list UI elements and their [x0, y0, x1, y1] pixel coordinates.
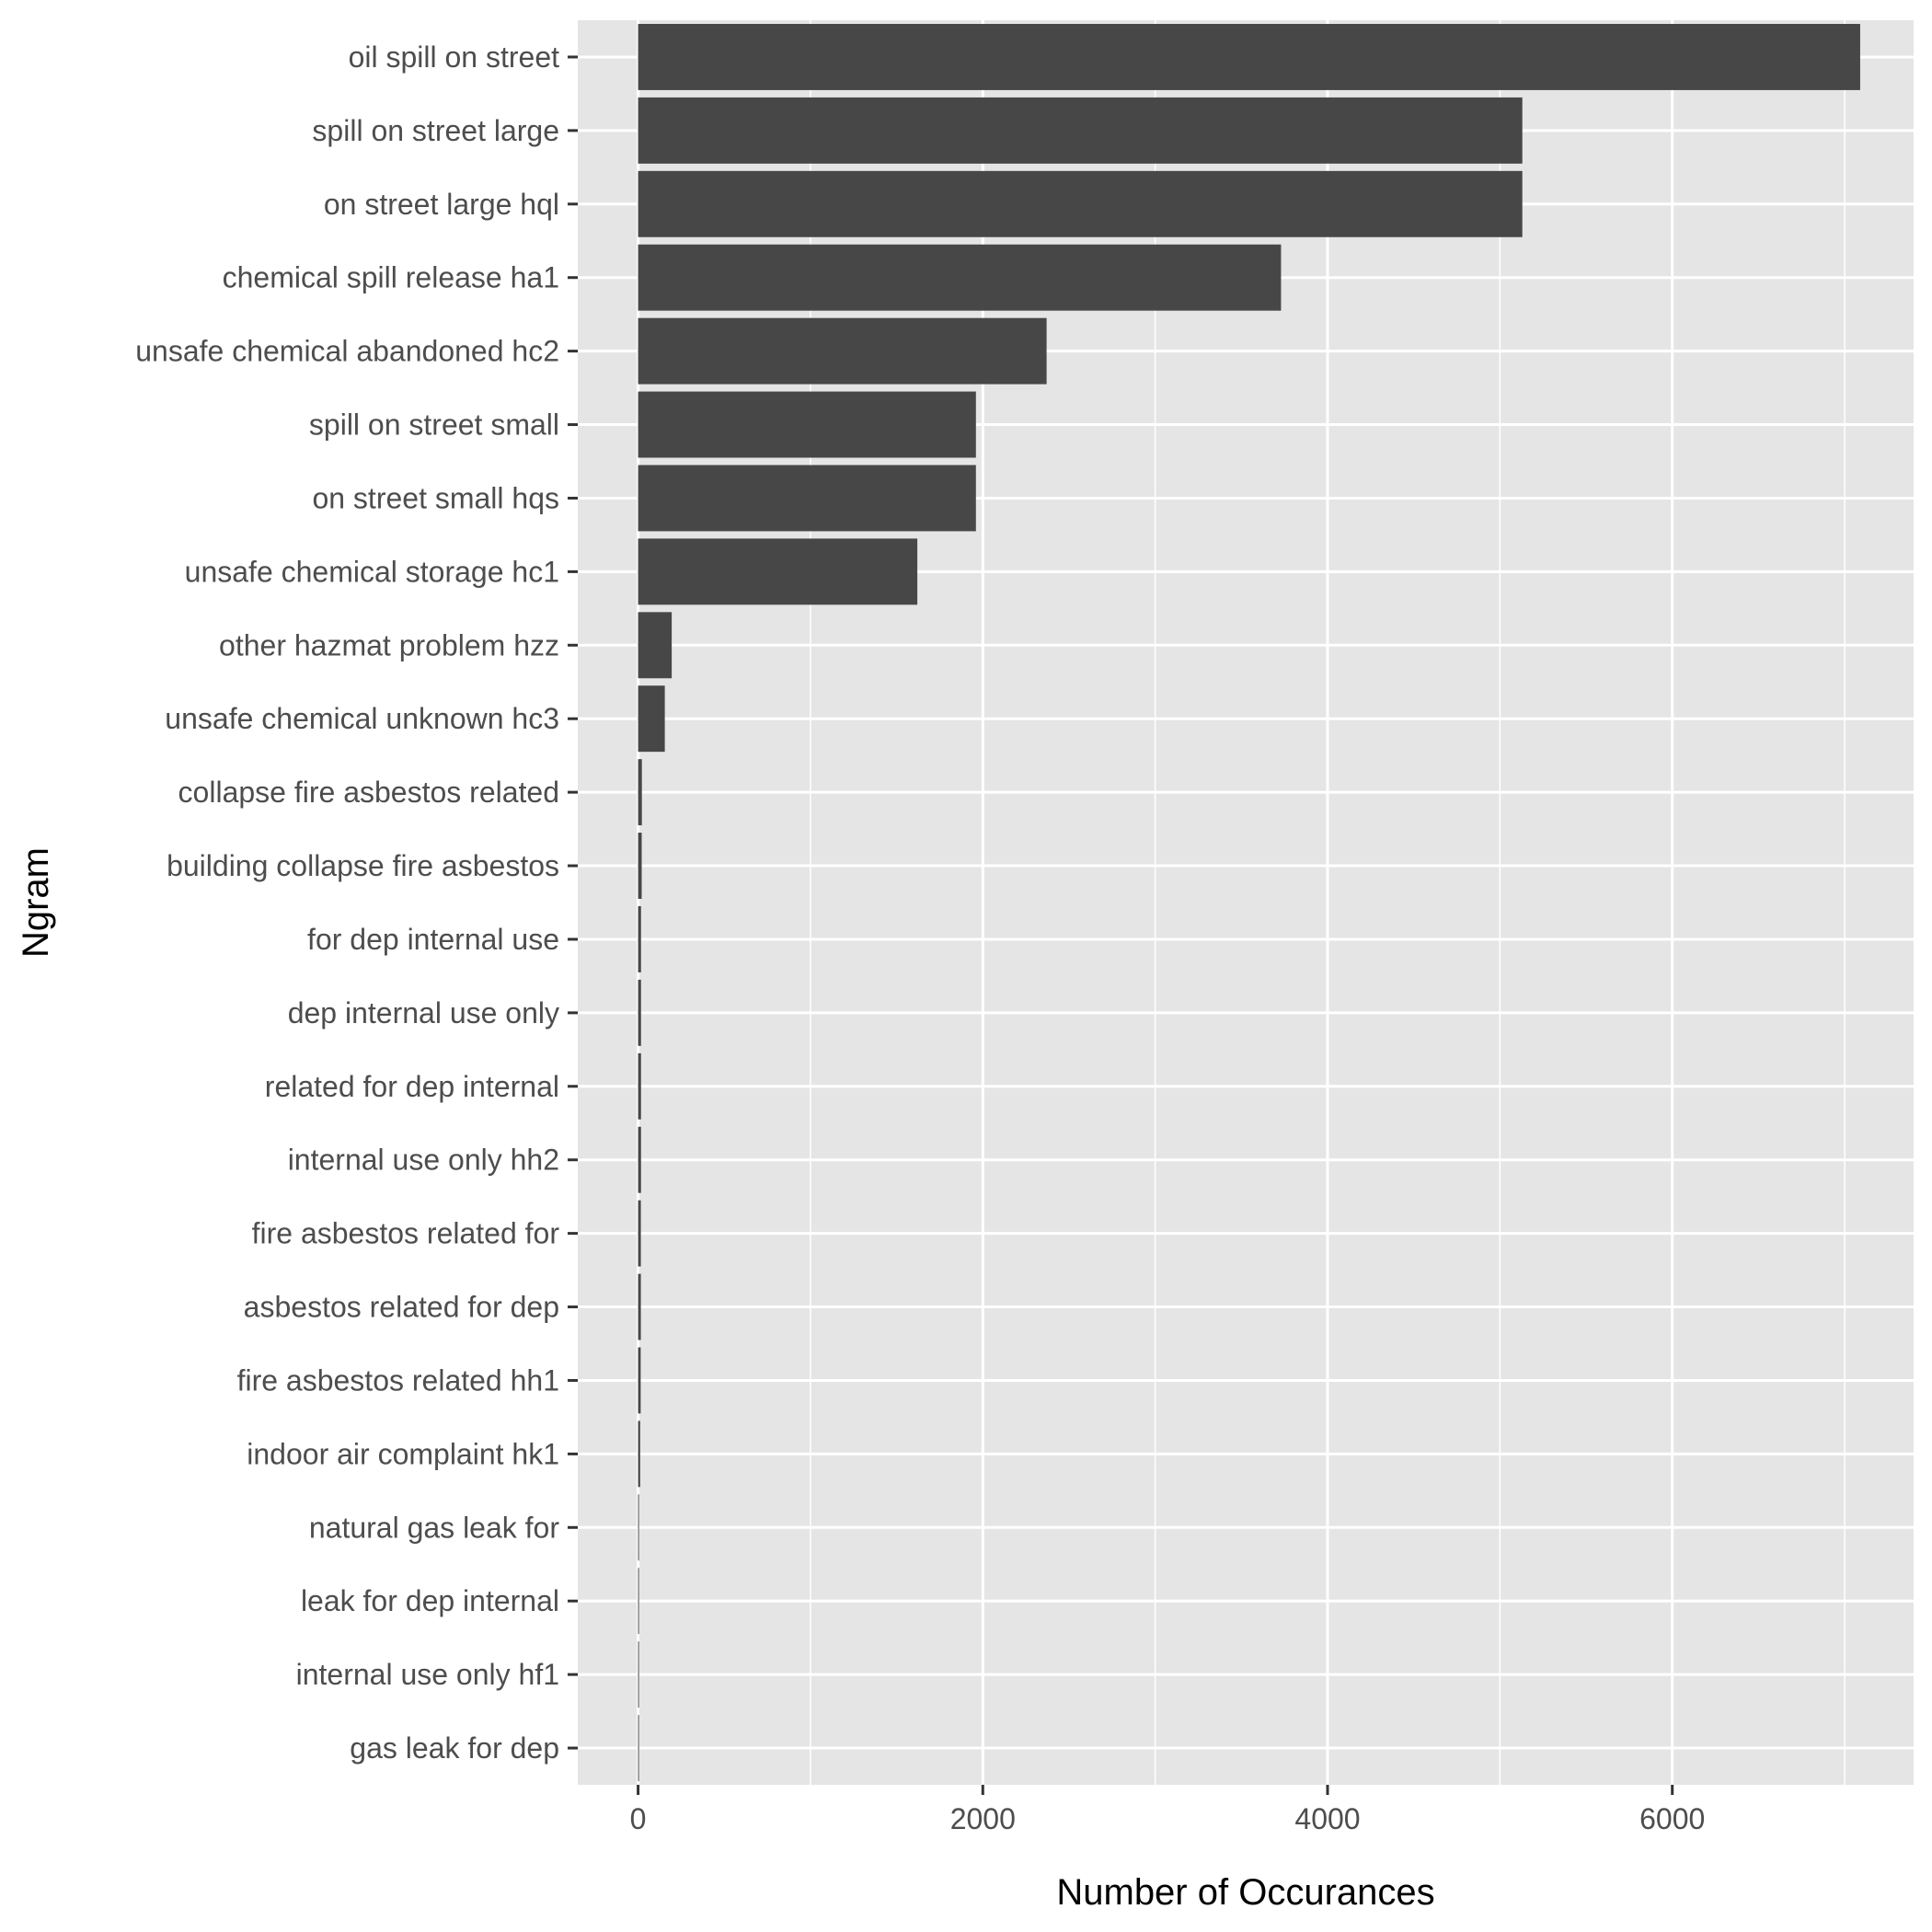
y-tick-label: unsafe chemical abandoned hc2: [135, 335, 559, 368]
bar: [638, 1273, 641, 1340]
y-tick-label: building collapse fire asbestos: [167, 849, 559, 882]
bar: [638, 979, 641, 1046]
y-tick-label: internal use only hf1: [296, 1658, 559, 1691]
bar: [638, 538, 918, 605]
y-tick-label: fire asbestos related hh1: [237, 1363, 559, 1397]
bar: [638, 244, 1282, 311]
y-tick-label: oil spill on street: [349, 40, 560, 74]
y-tick-label: asbestos related for dep: [244, 1291, 559, 1324]
bar: [638, 1200, 641, 1267]
bar: [638, 1420, 640, 1488]
bar: [638, 1347, 641, 1414]
y-tick-label: unsafe chemical unknown hc3: [165, 702, 559, 735]
x-tick-label: 6000: [1639, 1802, 1705, 1835]
bar: [638, 465, 976, 532]
x-tick-label: 2000: [950, 1802, 1016, 1835]
bar: [638, 759, 642, 826]
y-tick-label: chemical spill release ha1: [223, 261, 559, 294]
y-tick-label: dep internal use only: [288, 996, 559, 1029]
plot-panel: [578, 20, 1914, 1785]
bars: [638, 23, 1860, 1782]
y-tick-label: on street large hql: [324, 188, 559, 221]
y-tick-label: natural gas leak for: [309, 1511, 560, 1544]
bar: [638, 1126, 641, 1193]
y-tick-label: spill on street small: [309, 408, 559, 442]
bar: [638, 1568, 639, 1635]
y-tick-label: internal use only hh2: [288, 1144, 559, 1177]
y-tick-label: on street small hqs: [312, 481, 559, 514]
bar: [638, 1494, 639, 1561]
y-tick-label: fire asbestos related for: [252, 1217, 560, 1250]
bar: [638, 170, 1523, 237]
y-tick-label: leak for dep internal: [301, 1584, 559, 1617]
y-tick-label: for dep internal use: [307, 923, 559, 956]
bar: [638, 905, 641, 972]
bar: [638, 1715, 639, 1782]
bar: [638, 833, 642, 900]
y-tick-label: related for dep internal: [265, 1070, 559, 1103]
bar: [638, 317, 1047, 385]
axes: oil spill on street spill on street large…: [135, 40, 1705, 1835]
bar: [638, 97, 1523, 164]
y-tick-label: indoor air complaint hk1: [247, 1437, 559, 1470]
x-tick-label: 0: [630, 1802, 647, 1835]
y-tick-label: gas leak for dep: [350, 1731, 559, 1765]
bar: [638, 1641, 639, 1708]
bar: [638, 612, 673, 679]
x-tick-label: 4000: [1294, 1802, 1360, 1835]
bar: [638, 23, 1860, 90]
x-axis-title: Number of Occurances: [1056, 1872, 1434, 1913]
bar: [638, 685, 665, 753]
y-tick-label: other hazmat problem hzz: [219, 628, 559, 661]
y-axis-title: Ngram: [16, 847, 56, 958]
y-tick-label: unsafe chemical storage hc1: [185, 555, 559, 588]
y-tick-label: spill on street large: [312, 114, 559, 147]
bar: [638, 1052, 641, 1120]
y-tick-label: collapse fire asbestos related: [178, 776, 559, 809]
bar: [638, 391, 976, 458]
